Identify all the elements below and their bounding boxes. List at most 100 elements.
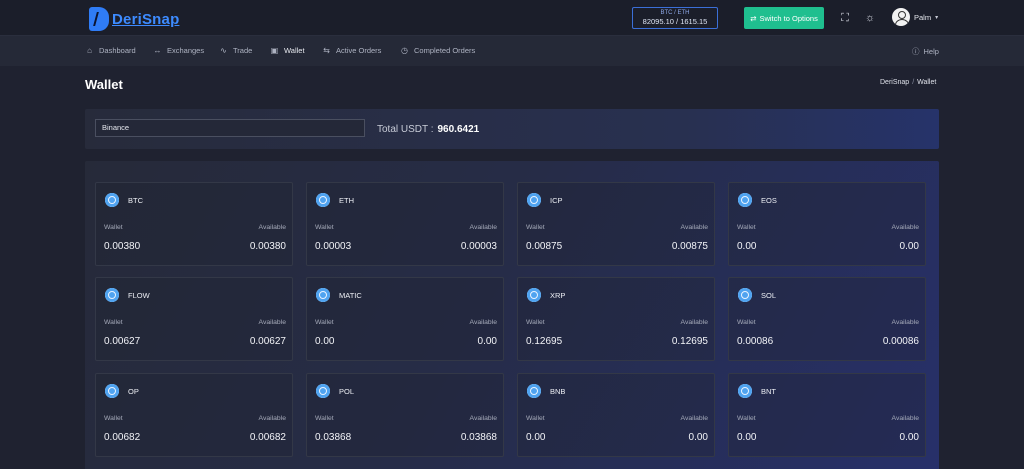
coin-name: POL [339, 387, 355, 396]
available-amount: 0.12695 [671, 336, 708, 347]
ticker-prices: 82095.10 / 1615.15 [642, 17, 708, 26]
swap-icon: ⇆ [323, 46, 330, 55]
coin-icon [527, 384, 541, 398]
wallet-label: Wallet [104, 319, 123, 326]
wallet-amount: 0.03868 [315, 432, 352, 443]
nav-item-dashboard[interactable]: ⌂ Dashboard [85, 46, 136, 55]
wallet-label: Wallet [526, 224, 545, 231]
available-label: Available [680, 319, 708, 326]
breadcrumb-current: Wallet [917, 79, 937, 86]
fullscreen-icon[interactable]: ⛶ [841, 12, 849, 24]
nav-item-completed-orders[interactable]: ◷ Completed Orders [400, 46, 475, 55]
wave-icon: ∿ [220, 46, 227, 55]
nav-label: Wallet [284, 46, 305, 55]
user-menu[interactable]: Palm ▾ [892, 8, 938, 26]
help-link[interactable]: ⓘ Help [912, 46, 939, 57]
coin-name: BNB [550, 387, 566, 396]
exchange-panel: Binance Total USDT :960.6421 [85, 109, 939, 149]
price-ticker[interactable]: BTC / ETH 82095.10 / 1615.15 [632, 7, 718, 29]
nav-item-active-orders[interactable]: ⇆ Active Orders [322, 46, 381, 55]
wallet-amount: 0.00 [526, 432, 546, 443]
wallet-label: Wallet [104, 415, 123, 422]
wallet-label: Wallet [315, 319, 334, 326]
coin-card: SOL Wallet Available 0.00086 0.00086 [728, 277, 926, 361]
coin-icon [105, 193, 119, 207]
help-label: Help [923, 47, 939, 56]
available-amount: 0.00086 [882, 336, 919, 347]
coin-name: BTC [128, 196, 143, 205]
nav-label: Exchanges [167, 46, 205, 55]
page-title: Wallet [85, 77, 123, 92]
coin-card: ICP Wallet Available 0.00875 0.00875 [517, 182, 715, 266]
breadcrumb: DeriSnap / Wallet [880, 79, 936, 86]
coin-card: EOS Wallet Available 0.00 0.00 [728, 182, 926, 266]
theme-toggle-icon[interactable]: ☼ [864, 12, 876, 24]
available-label: Available [469, 415, 497, 422]
wallet-amount: 0.00875 [526, 241, 563, 252]
coin-card: ETH Wallet Available 0.00003 0.00003 [306, 182, 504, 266]
exchange-select[interactable]: Binance [95, 119, 365, 137]
nav-item-wallet[interactable]: ▣ Wallet [270, 46, 305, 55]
wallet-label: Wallet [526, 415, 545, 422]
coin-icon [105, 288, 119, 302]
arrows-icon: ↔ [153, 46, 162, 55]
coin-card: BNB Wallet Available 0.00 0.00 [517, 373, 715, 457]
coin-card: XRP Wallet Available 0.12695 0.12695 [517, 277, 715, 361]
nav-item-exchanges[interactable]: ↔ Exchanges [153, 46, 205, 55]
coin-card: BNT Wallet Available 0.00 0.00 [728, 373, 926, 457]
available-amount: 0.00627 [249, 336, 286, 347]
wallet-label: Wallet [526, 319, 545, 326]
available-amount: 0.00 [899, 241, 919, 252]
available-amount: 0.00682 [249, 432, 286, 443]
coin-name: EOS [761, 196, 777, 205]
coin-icon [527, 193, 541, 207]
coin-icon [738, 384, 752, 398]
coin-name: OP [128, 387, 139, 396]
available-amount: 0.03868 [460, 432, 497, 443]
app-logo[interactable]: DeriSnap [89, 6, 179, 32]
wallet-label: Wallet [737, 319, 756, 326]
available-amount: 0.00 [899, 432, 919, 443]
wallet-amount: 0.12695 [526, 336, 563, 347]
available-label: Available [258, 224, 286, 231]
coin-icon [738, 193, 752, 207]
switch-label: Switch to Options [759, 13, 818, 23]
logo-mark-icon [89, 7, 109, 31]
available-label: Available [469, 319, 497, 326]
wallet-label: Wallet [104, 224, 123, 231]
question-icon: ⓘ [912, 47, 920, 56]
available-amount: 0.00380 [249, 241, 286, 252]
available-amount: 0.00 [688, 432, 708, 443]
coin-name: FLOW [128, 291, 150, 300]
nav-item-trade[interactable]: ∿ Trade [219, 46, 252, 55]
available-label: Available [258, 415, 286, 422]
switch-to-options-button[interactable]: ⇄ Switch to Options [744, 7, 824, 29]
total-label: Total USDT : [377, 124, 434, 135]
wallet-label: Wallet [315, 224, 334, 231]
coin-name: BNT [761, 387, 776, 396]
available-label: Available [891, 319, 919, 326]
wallet-amount: 0.00086 [737, 336, 774, 347]
user-name: Palm [914, 12, 932, 22]
coin-icon [316, 384, 330, 398]
wallet-amount: 0.00 [737, 241, 757, 252]
coin-icon [527, 288, 541, 302]
available-amount: 0.00 [477, 336, 497, 347]
available-label: Available [891, 415, 919, 422]
wallet-label: Wallet [737, 415, 756, 422]
coin-card: MATIC Wallet Available 0.00 0.00 [306, 277, 504, 361]
coin-icon [738, 288, 752, 302]
available-label: Available [258, 319, 286, 326]
breadcrumb-separator: / [912, 79, 915, 86]
nav-label: Completed Orders [414, 46, 476, 55]
wallet-amount: 0.00 [315, 336, 335, 347]
coin-icon [316, 288, 330, 302]
wallet-amount: 0.00003 [315, 241, 352, 252]
wallet-amount: 0.00627 [104, 336, 141, 347]
breadcrumb-root[interactable]: DeriSnap [880, 79, 910, 86]
available-label: Available [680, 224, 708, 231]
wallet-amount: 0.00380 [104, 241, 141, 252]
home-icon: ⌂ [87, 46, 92, 55]
coin-card: FLOW Wallet Available 0.00627 0.00627 [95, 277, 293, 361]
wallet-amount: 0.00682 [104, 432, 141, 443]
